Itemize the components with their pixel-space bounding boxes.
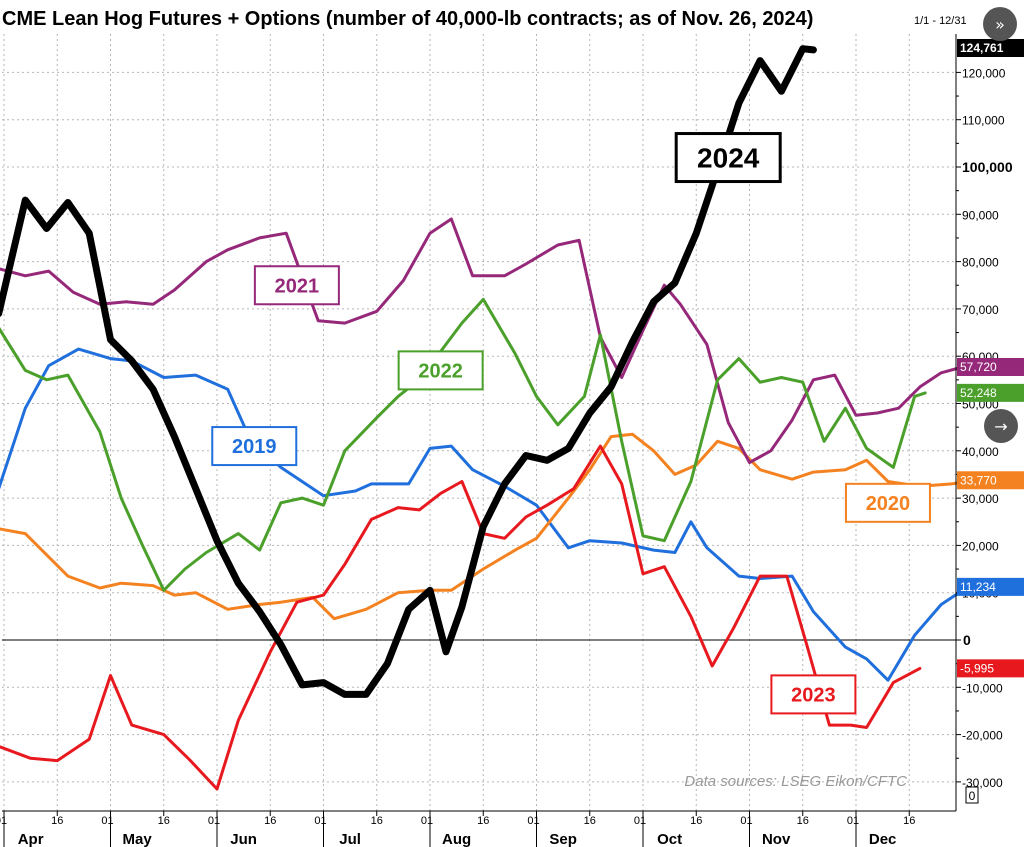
end-tag-2023: -5,995 [957,659,1024,678]
month-label: Dec [869,831,897,847]
title-bar-bg [0,0,1024,34]
series-label-2019: 2019 [211,426,298,467]
y-tick-label: 0 [963,632,971,648]
x-tick-label: 16 [584,815,596,827]
series-label-2024: 2024 [674,132,782,184]
end-tag-bg [957,577,1024,596]
end-tag-text: -5,995 [960,661,994,675]
series-label-2023: 2023 [770,674,857,715]
y-tick-label: -10,000 [962,681,1003,695]
x-tick-label: 16 [51,815,63,827]
x-tick-label: 16 [264,815,276,827]
end-tag-2024: 124,761 [957,39,1024,57]
x-tick-label: 16 [158,815,170,827]
x-tick-label: 01 [740,815,752,827]
series-line-2019 [0,347,970,682]
x-tick-label: 16 [797,815,809,827]
end-value-tags: 11,234 33,770 57,720 52,248 -5,995 124,761 [957,39,1024,678]
zoom-reset-box[interactable]: 0 [965,786,979,804]
x-tick-label: 01 [527,815,539,827]
x-tick-label: 01 [314,815,326,827]
y-tick-label: -20,000 [962,729,1003,743]
series-label-box [844,482,931,523]
zoom-reset-glyph[interactable]: 0 [969,789,976,803]
y-tick-label: 80,000 [962,256,999,270]
series-label-box [397,350,484,391]
month-label: Jul [339,831,361,847]
x-tick-label: 01 [208,815,220,827]
series-line-2020 [0,432,975,621]
series-label-box [253,265,340,306]
x-tick-label: 01 [101,815,113,827]
y-tick-label: 20,000 [962,539,999,553]
scroll-right-button[interactable]: → [984,409,1018,443]
end-tag-bg [957,471,1024,490]
x-tick-label: 16 [477,815,489,827]
y-tick-label: 70,000 [962,303,999,317]
end-tag-bg [957,383,1024,402]
chart-title: CME Lean Hog Futures + Options (number o… [2,8,813,30]
month-label: Sep [549,831,577,847]
x-tick-label: 01 [421,815,433,827]
x-tick-label: 16 [371,815,383,827]
series-label-box [770,674,857,715]
month-label: Apr [18,831,44,847]
month-label: Aug [442,831,471,847]
month-label: May [123,831,153,847]
next-period-button-bg[interactable] [983,7,1017,41]
arrow-right-icon[interactable]: → [994,417,1007,436]
date-range-label: 1/1 - 12/31 [914,15,967,27]
end-tag-bg [957,659,1024,678]
series-label-text: 2023 [791,684,836,706]
end-tag-2020: 33,770 [957,471,1024,490]
y-tick-label: 90,000 [962,208,999,222]
series-label-text: 2019 [232,436,277,458]
double-chevron-right-icon[interactable]: » [995,15,1005,34]
series-label-box [211,426,298,467]
end-tag-text: 52,248 [960,386,997,400]
series-labels: 2019 2020 2021 2022 2023 2024 [211,132,931,715]
series-label-text: 2020 [866,493,911,515]
end-tag-2021: 57,720 [957,357,1024,376]
month-label: Jun [230,831,257,847]
x-tick-label: 01 [0,815,7,827]
end-tag-bg [957,357,1024,376]
y-tick-label: 30,000 [962,492,999,506]
end-tag-text: 11,234 [960,580,996,594]
series-label-box [674,132,782,184]
end-tag-text: 33,770 [960,473,997,487]
x-tick-label: 16 [690,815,702,827]
end-tag-bg [957,39,1024,57]
series-label-2021: 2021 [253,265,340,306]
series-label-text: 2022 [418,360,463,382]
zoom-reset-box-frame[interactable] [965,786,979,804]
end-tag-text: 124,761 [960,41,1004,55]
series-label-2020: 2020 [844,482,931,523]
next-period-button[interactable]: » [983,7,1017,41]
month-label: Oct [657,831,682,847]
source-note: Data sources: LSEG Eikon/CFTC [684,773,907,790]
scroll-right-button-bg[interactable] [984,409,1018,443]
series-label-2022: 2022 [397,350,484,391]
y-tick-label: 110,000 [962,114,1005,128]
x-tick-label: 01 [634,815,646,827]
series-line-2022 [0,297,927,592]
y-tick-label: 100,000 [962,159,1013,175]
month-label: Nov [762,831,791,847]
end-tag-text: 57,720 [960,360,997,374]
x-tick-label: 16 [903,815,915,827]
y-tick-label: 40,000 [962,445,999,459]
end-tag-2019: 11,234 [957,577,1024,596]
series-label-text: 2024 [697,143,760,174]
x-tick-label: 01 [847,815,859,827]
series-line-2024 [0,45,817,698]
end-tag-2022: 52,248 [957,383,1024,402]
x-axis: 01 16 01 16 01 16 01 16 01 16 01 16 01 16 01 16 01 16 Apr M… [0,810,956,847]
y-tick-label: 120,000 [962,66,1006,80]
series-label-text: 2021 [275,275,320,297]
series-line-2021 [0,217,964,465]
series-lines [0,45,975,791]
y-tick-label: -30,000 [962,776,1003,790]
